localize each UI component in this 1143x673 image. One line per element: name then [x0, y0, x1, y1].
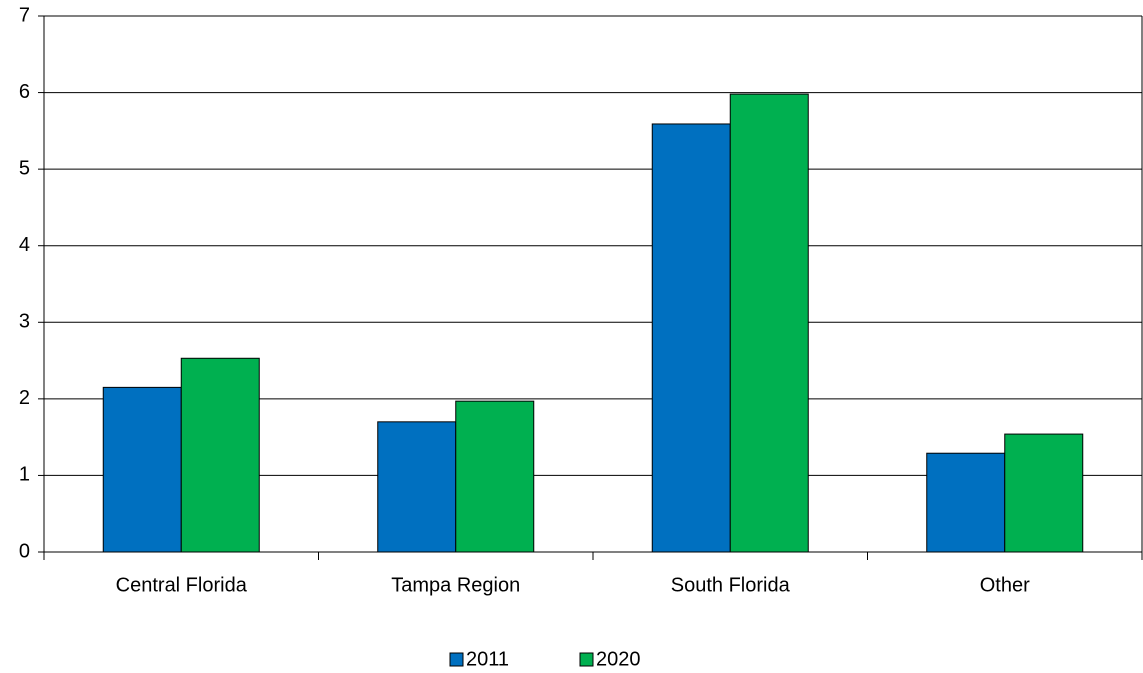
y-tick-label: 2	[19, 387, 30, 409]
legend-swatch	[449, 652, 464, 667]
bar	[180, 357, 260, 553]
bar	[651, 123, 731, 553]
bar	[455, 400, 535, 553]
legend-swatch	[579, 652, 594, 667]
bar	[926, 452, 1006, 553]
x-tick-label: Central Florida	[116, 574, 248, 596]
x-tick-label: South Florida	[671, 574, 791, 596]
x-tick-label: Other	[980, 574, 1030, 596]
legend-label: 2020	[596, 648, 641, 670]
y-tick-label: 7	[19, 4, 30, 26]
bar	[377, 421, 457, 553]
y-tick-label: 5	[19, 157, 30, 179]
y-tick-label: 3	[19, 311, 30, 333]
bar	[729, 93, 809, 553]
legend-label: 2011	[466, 648, 509, 670]
y-tick-label: 6	[19, 81, 30, 103]
bar	[1004, 433, 1084, 553]
y-tick-label: 0	[19, 540, 30, 562]
y-tick-label: 4	[19, 234, 30, 256]
bar	[102, 386, 182, 553]
y-tick-label: 1	[19, 464, 30, 486]
x-tick-label: Tampa Region	[391, 574, 520, 596]
